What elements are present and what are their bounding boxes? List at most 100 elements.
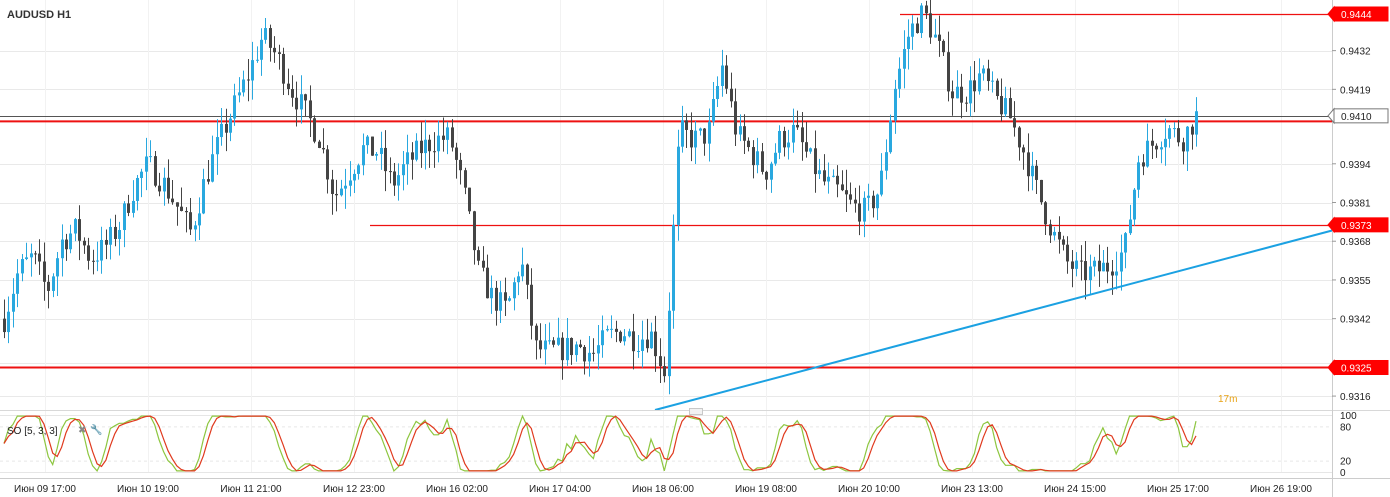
- oscillator-level-label: 100: [1340, 411, 1357, 422]
- candle: [654, 315, 657, 372]
- candle: [1022, 144, 1025, 170]
- candle: [495, 280, 498, 326]
- candle: [1000, 78, 1003, 122]
- candle: [672, 214, 675, 329]
- candle: [185, 207, 188, 233]
- candle: [38, 239, 41, 275]
- horizontal-lines[interactable]: [0, 13, 1332, 369]
- candle: [610, 315, 613, 339]
- candle: [357, 163, 360, 180]
- price-badge-label: 0.9444: [1341, 10, 1372, 21]
- candle: [415, 133, 418, 162]
- candle: [437, 120, 440, 163]
- candle: [796, 110, 799, 130]
- candle: [282, 47, 285, 95]
- candle: [814, 130, 817, 193]
- candle: [1191, 124, 1194, 150]
- candle: [78, 205, 81, 261]
- price-tick-label: 0.9316: [1340, 392, 1371, 403]
- close-icon[interactable]: ✖: [78, 425, 87, 436]
- candle: [92, 249, 95, 275]
- candle: [703, 128, 706, 156]
- candle: [1151, 128, 1154, 159]
- candle: [326, 145, 329, 194]
- candle: [929, 0, 932, 44]
- candle: [420, 122, 423, 168]
- candle: [694, 120, 697, 165]
- candle: [987, 59, 990, 91]
- candle: [557, 317, 560, 346]
- candle: [756, 137, 759, 174]
- candle: [517, 271, 520, 296]
- candle: [1137, 155, 1140, 198]
- time-tick-label: Июн 10 19:00: [117, 484, 179, 495]
- candle: [406, 134, 409, 185]
- candle: [87, 237, 90, 270]
- candle: [1173, 122, 1176, 138]
- candle: [56, 252, 59, 296]
- candle: [575, 341, 578, 362]
- candle: [1044, 201, 1047, 236]
- candle: [269, 24, 272, 62]
- candle: [477, 246, 480, 266]
- candle: [898, 57, 901, 98]
- candle: [331, 169, 334, 215]
- candle: [725, 55, 728, 94]
- candle: [65, 233, 68, 261]
- candle: [1129, 204, 1132, 235]
- time-tick-label: Июн 09 17:00: [14, 484, 76, 495]
- candle: [52, 273, 55, 298]
- candle: [743, 114, 746, 155]
- candle: [335, 179, 338, 212]
- candle: [1031, 151, 1034, 191]
- candle: [1089, 254, 1092, 294]
- candle: [934, 18, 937, 38]
- panel-resize-handle[interactable]: [689, 408, 703, 415]
- candle: [973, 60, 976, 113]
- price-badge: 0.9410: [1327, 107, 1389, 125]
- candle: [114, 214, 117, 247]
- candle: [504, 277, 507, 316]
- candle: [677, 129, 680, 241]
- candle: [260, 28, 263, 76]
- candle: [787, 129, 790, 160]
- candle: [371, 136, 374, 156]
- candle: [1160, 141, 1163, 164]
- trendline[interactable]: [654, 229, 1335, 411]
- candle: [242, 70, 245, 97]
- candle: [552, 337, 555, 348]
- candle: [451, 119, 454, 152]
- stochastic-k-line: [3, 414, 1197, 472]
- candle: [832, 169, 835, 178]
- candle: [61, 224, 64, 277]
- candle: [659, 338, 662, 383]
- candle: [366, 134, 369, 154]
- price-badge: 0.9373: [1327, 216, 1389, 234]
- candle: [606, 325, 609, 332]
- candle: [809, 147, 812, 154]
- candle: [149, 140, 152, 163]
- candle: [685, 113, 688, 148]
- candle: [588, 335, 591, 377]
- candle: [198, 197, 201, 240]
- oscillator-level-label: 20: [1340, 457, 1352, 468]
- candle: [601, 315, 604, 358]
- trendline[interactable]: [654, 229, 1335, 411]
- candle: [1195, 97, 1198, 147]
- candle: [969, 66, 972, 117]
- candle: [69, 224, 72, 254]
- candle: [3, 299, 6, 339]
- time-tick-label: Июн 19 08:00: [735, 484, 797, 495]
- candle: [947, 31, 950, 102]
- candle: [920, 3, 923, 39]
- candle: [43, 242, 46, 301]
- candle: [526, 263, 529, 300]
- candle: [628, 328, 631, 338]
- wrench-icon[interactable]: 🔧: [90, 425, 103, 436]
- candle: [127, 194, 130, 217]
- candle: [1027, 133, 1030, 192]
- candle: [433, 132, 436, 168]
- candle: [96, 241, 99, 272]
- candle: [194, 221, 197, 242]
